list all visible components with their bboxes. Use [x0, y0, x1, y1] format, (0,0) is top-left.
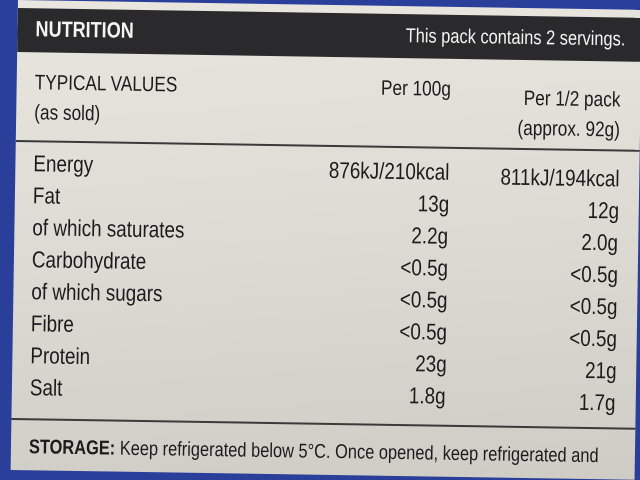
storage-text: Keep refrigerated below 5°C. Once opened… — [115, 437, 599, 468]
per-half-pack-heading: Per 1/2 pack — [523, 86, 621, 112]
table-row: of which saturates 2.2g 2.0g — [18, 0, 640, 255]
nutrient-name: of which sugars — [31, 278, 163, 307]
footer-divider — [11, 417, 636, 430]
nutrient-name: Carbohydrate — [31, 246, 147, 275]
nutrition-header: NUTRITION This pack contains 2 servings. — [17, 7, 640, 62]
table-row: Salt 1.8g 1.7g — [18, 0, 640, 415]
per-100g-value: <0.5g — [398, 318, 448, 345]
per-100g-heading: Per 100g — [380, 76, 451, 101]
table-row: of which sugars <0.5g <0.5g — [18, 0, 640, 319]
per-100g-value: 2.2g — [411, 222, 449, 249]
approx-weight-note: (approx. 92g) — [517, 116, 621, 142]
as-sold-note: (as sold) — [34, 101, 101, 126]
nutrient-name: Protein — [30, 342, 91, 370]
per-100g-value: 13g — [417, 190, 450, 217]
storage-label: STORAGE: — [28, 436, 116, 460]
per-pack-value: <0.5g — [569, 260, 618, 288]
header-title: NUTRITION — [35, 16, 134, 43]
table-row: Fibre <0.5g <0.5g — [18, 0, 640, 351]
per-pack-value: 2.0g — [581, 228, 619, 256]
nutrient-name: Fibre — [30, 310, 75, 337]
table-row: Protein 23g 21g — [18, 0, 640, 383]
servings-note: This pack contains 2 servings. — [405, 25, 626, 51]
storage-instructions: STORAGE: Keep refrigerated below 5°C. On… — [29, 432, 599, 471]
nutrient-name: of which saturates — [32, 214, 185, 243]
per-pack-value: 12g — [587, 196, 619, 224]
nutrition-table: Energy 876kJ/210kcal 811kJ/194kcal Fat 1… — [18, 0, 640, 415]
nutrient-name: Salt — [29, 374, 63, 401]
per-100g-value: <0.5g — [399, 286, 448, 313]
per-100g-value: 876kJ/210kcal — [328, 156, 450, 185]
nutrient-name: Energy — [33, 150, 94, 178]
table-row: Fat 13g 12g — [18, 0, 640, 223]
per-pack-value: 1.7g — [578, 388, 616, 416]
per-100g-value: 1.8g — [408, 382, 447, 409]
per-100g-value: <0.5g — [399, 254, 449, 281]
per-pack-value: 21g — [584, 356, 617, 384]
table-row: Energy 876kJ/210kcal 811kJ/194kcal — [18, 0, 640, 191]
nutrition-label: NUTRITION This pack contains 2 servings.… — [10, 0, 640, 480]
per-pack-value: 811kJ/194kcal — [499, 163, 620, 192]
per-100g-value: 23g — [414, 350, 447, 377]
typical-values-heading: TYPICAL VALUES — [34, 71, 178, 97]
per-pack-value: <0.5g — [569, 292, 618, 320]
nutrient-name: Fat — [32, 182, 61, 209]
per-pack-value: <0.5g — [568, 324, 617, 352]
table-row: Carbohydrate <0.5g <0.5g — [18, 0, 640, 287]
